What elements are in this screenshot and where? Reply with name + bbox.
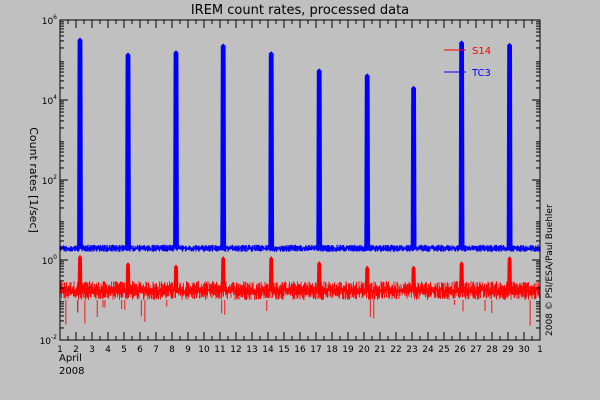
y-tick-label: 100 xyxy=(42,254,57,267)
series-tc3-spike xyxy=(173,50,179,249)
series-tc3-spike xyxy=(316,68,323,249)
x-tick-label: 9 xyxy=(185,345,191,355)
x-tick-label: 12 xyxy=(230,345,241,355)
x-tick-label: 16 xyxy=(294,345,306,355)
series-tc3-spike xyxy=(364,73,371,249)
series-tc3-spike xyxy=(77,37,83,249)
x-axis-month-label: April xyxy=(59,353,82,364)
x-tick-label: 3 xyxy=(89,345,95,355)
series-s14-spike xyxy=(220,256,226,292)
y-axis-label: Count rates [1/sec] xyxy=(27,127,40,233)
y-tick-label: 104 xyxy=(42,94,57,107)
series-s14-spike xyxy=(173,264,179,292)
x-tick-label: 26 xyxy=(454,345,466,355)
y-tick-label: 106 xyxy=(42,14,57,27)
series-s14-spike xyxy=(268,256,274,292)
x-tick-label: 19 xyxy=(342,345,354,355)
x-tick-label: 1 xyxy=(537,345,543,355)
x-tick-label: 1 xyxy=(57,345,63,355)
x-tick-label: 29 xyxy=(502,345,514,355)
x-tick-label: 23 xyxy=(406,345,417,355)
series-s14-spike xyxy=(316,261,322,292)
x-tick-label: 6 xyxy=(137,345,143,355)
x-tick-label: 28 xyxy=(486,345,498,355)
x-tick-label: 30 xyxy=(518,345,530,355)
x-tick-label: 25 xyxy=(438,345,449,355)
x-tick-label: 22 xyxy=(390,345,401,355)
x-tick-label: 17 xyxy=(310,345,321,355)
x-tick-label: 24 xyxy=(422,345,434,355)
series-tc3-spike xyxy=(268,51,275,249)
series-s14-spike xyxy=(411,265,417,292)
x-tick-label: 27 xyxy=(470,345,481,355)
series-tc3-spike xyxy=(220,43,227,249)
series-tc3 xyxy=(59,37,541,252)
series-s14-spike xyxy=(77,254,83,292)
y-axis: 10-2 100 102 104 106 xyxy=(40,14,540,347)
series-tc3-spike xyxy=(458,40,465,249)
legend: S14 TC3 xyxy=(444,46,491,79)
series-tc3-spike xyxy=(410,85,417,249)
x-tick-label: 8 xyxy=(169,345,175,355)
chart-title: IREM count rates, processed data xyxy=(191,3,409,18)
series-layer xyxy=(59,37,541,326)
x-tick-label: 15 xyxy=(278,345,289,355)
series-s14-spike xyxy=(364,265,370,292)
x-axis-year-label: 2008 xyxy=(59,366,84,377)
legend-label-tc3: TC3 xyxy=(471,68,491,79)
y-tick-label: 102 xyxy=(42,174,57,187)
x-tick-label: 11 xyxy=(214,345,225,355)
x-tick-label: 5 xyxy=(121,345,127,355)
series-tc3-spike xyxy=(125,52,131,249)
x-tick-label: 2 xyxy=(73,345,79,355)
y-tick-label: 10-2 xyxy=(40,334,58,347)
series-s14-spike xyxy=(459,261,465,292)
x-tick-label: 13 xyxy=(246,345,257,355)
x-tick-label: 7 xyxy=(153,345,159,355)
x-axis: 1 2 3 4 5 6 7 8 9 10 11 12 13 14 15 16 17 18 19 20 21 22 23 24 2… xyxy=(57,20,543,355)
x-tick-label: 18 xyxy=(326,345,338,355)
series-s14-dropouts xyxy=(65,300,531,326)
x-tick-label: 10 xyxy=(198,345,210,355)
x-tick-label: 21 xyxy=(374,345,385,355)
series-s14-spike xyxy=(507,256,513,292)
x-tick-label: 4 xyxy=(105,345,111,355)
series-s14-spike xyxy=(125,262,131,292)
x-tick-label: 20 xyxy=(358,345,370,355)
series-tc3-spike xyxy=(506,42,513,249)
credit-text: 2008 © PSI/ESA/Paul Buehler xyxy=(545,204,555,336)
series-s14 xyxy=(59,254,541,326)
legend-label-s14: S14 xyxy=(472,46,491,57)
x-tick-label: 14 xyxy=(262,345,274,355)
